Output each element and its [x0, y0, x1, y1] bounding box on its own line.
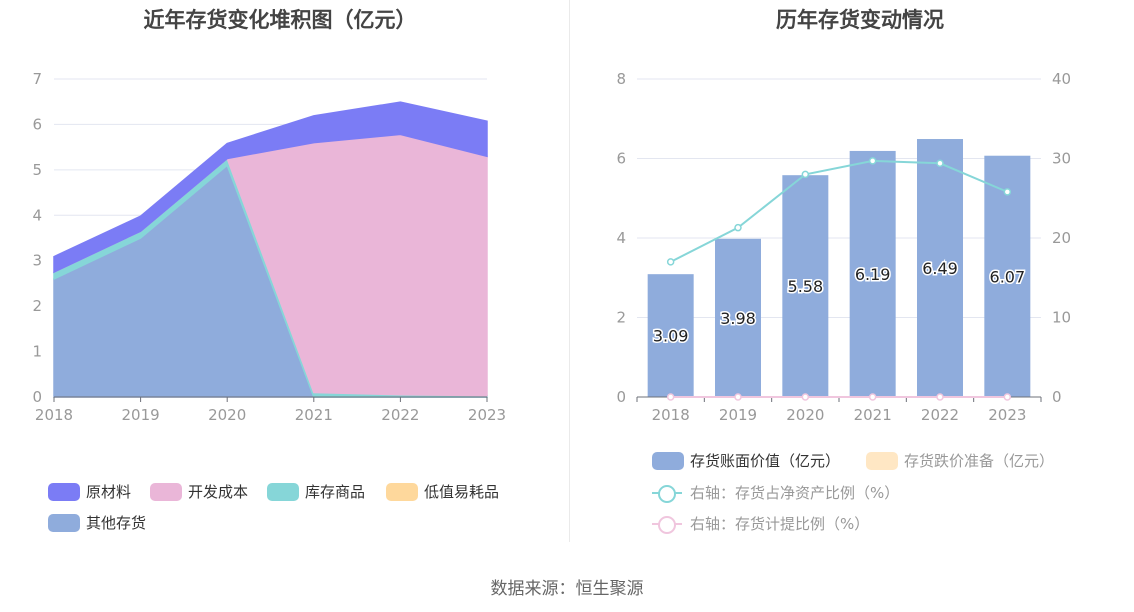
line-point [801, 393, 810, 401]
legend-swatch [150, 482, 182, 501]
legend-label: 低值易耗品 [424, 483, 500, 501]
bar-value-label: 6.07 [990, 267, 1026, 286]
bar-value-label: 5.58 [788, 277, 824, 296]
line-point [734, 393, 742, 401]
x-tick-label: 2020 [208, 406, 246, 424]
bar-value-label: 6.19 [855, 265, 891, 284]
y-tick-label: 0 [32, 388, 42, 406]
legend-provision-line[interactable]: 右轴：存货计提比例（%） [652, 513, 869, 534]
y-tick-label: 5 [32, 161, 42, 179]
x-tick-label: 2023 [988, 406, 1026, 424]
line-point [1003, 188, 1012, 196]
legend-low-value[interactable]: 低值易耗品 [386, 481, 499, 502]
x-tick-label: 2021 [295, 406, 333, 424]
x-tick-label: 2018 [35, 406, 73, 424]
y-tick-label: 1 [32, 343, 42, 361]
legend-label: 右轴：存货占净资产比例（%） [690, 484, 900, 502]
legend-swatch [267, 482, 299, 501]
x-tick-label: 2022 [921, 406, 959, 424]
left-y-tick-label: 8 [616, 70, 626, 88]
x-tick-label: 2018 [652, 406, 690, 424]
line-point [1003, 393, 1012, 401]
legend-label: 库存商品 [305, 483, 366, 501]
right-y-tick-label: 10 [1052, 309, 1071, 327]
area-raw_materials [53, 101, 488, 274]
legend-development-cost[interactable]: 开发成本 [150, 481, 248, 502]
data-source: 数据来源：恒生聚源 [490, 579, 644, 599]
left-y-tick-label: 0 [616, 388, 626, 406]
y-tick-label: 7 [32, 70, 42, 88]
line-point [734, 223, 742, 232]
legend-raw-materials[interactable]: 原材料 [48, 481, 131, 502]
line-point [666, 258, 675, 266]
legend-line-swatch [652, 484, 682, 503]
bar-value-label: 6.49 [922, 259, 958, 278]
bar [917, 139, 963, 397]
y-tick-label: 6 [32, 115, 42, 133]
line-point [936, 159, 944, 168]
x-tick-label: 2023 [468, 406, 506, 424]
legend-line-swatch [652, 515, 682, 534]
right-y-tick-label: 20 [1052, 229, 1071, 247]
legend-label: 开发成本 [188, 483, 249, 501]
bar [849, 150, 896, 397]
legend-swatch [48, 513, 80, 532]
x-tick-label: 2019 [719, 406, 757, 424]
left-y-tick-label: 2 [616, 309, 626, 327]
legend-label: 存货账面价值（亿元） [690, 452, 841, 470]
legend-label: 原材料 [86, 483, 132, 501]
x-tick-label: 2021 [854, 406, 892, 424]
left-y-tick-label: 4 [616, 229, 626, 247]
right-y-tick-label: 30 [1052, 150, 1071, 168]
bar [647, 274, 694, 397]
legend-label: 右轴：存货计提比例（%） [690, 515, 870, 533]
chart-divider [569, 0, 570, 542]
left-y-tick-label: 6 [616, 150, 626, 168]
legend-swatch [652, 451, 684, 470]
left-chart-title: 近年存货变化堆积图（亿元） [143, 8, 417, 32]
series-line-line_ratio [670, 159, 1008, 263]
legend-provision[interactable]: 存货跌价准备（亿元） [866, 450, 1054, 471]
legend-swatch [48, 482, 80, 501]
bar [782, 175, 829, 397]
stacked-area-chart: 0 1 2 3 4 5 6 7 2018 2019 2020 2021 2022 2023 [32, 70, 506, 424]
y-tick-label: 3 [32, 252, 42, 270]
legend-swatch [386, 482, 418, 501]
bar [715, 238, 761, 397]
x-tick-label: 2019 [122, 406, 160, 424]
y-tick-label: 2 [32, 297, 42, 315]
legend-label: 存货跌价准备（亿元） [904, 452, 1055, 470]
legend-goods-in-stock[interactable]: 库存商品 [267, 481, 365, 502]
right-y-tick-label: 40 [1052, 70, 1071, 88]
legend-ratio-line[interactable]: 右轴：存货占净资产比例（%） [652, 482, 899, 503]
right-y-tick-label: 0 [1052, 388, 1062, 406]
x-tick-label: 2022 [381, 406, 419, 424]
legend-book-value[interactable]: 存货账面价值（亿元） [652, 450, 840, 471]
bar-value-label: 3.98 [720, 309, 756, 328]
legend-other[interactable]: 其他存货 [48, 512, 146, 533]
line-point [868, 393, 877, 401]
bar [984, 155, 1031, 397]
right-chart-title: 历年存货变动情况 [776, 8, 944, 32]
bar-value-label: 3.09 [653, 327, 689, 346]
legend-label: 其他存货 [86, 514, 147, 532]
y-tick-label: 4 [32, 206, 42, 224]
x-tick-label: 2020 [786, 406, 824, 424]
line-point [868, 157, 877, 165]
line-point [666, 393, 675, 401]
bar-line-chart: 0 2 4 6 8 0 10 20 30 40 2018 2019 2020 2021 2022 2023 3.… [616, 70, 1071, 424]
line-point [936, 393, 944, 401]
line-point [801, 170, 810, 179]
legend-swatch [866, 451, 898, 470]
